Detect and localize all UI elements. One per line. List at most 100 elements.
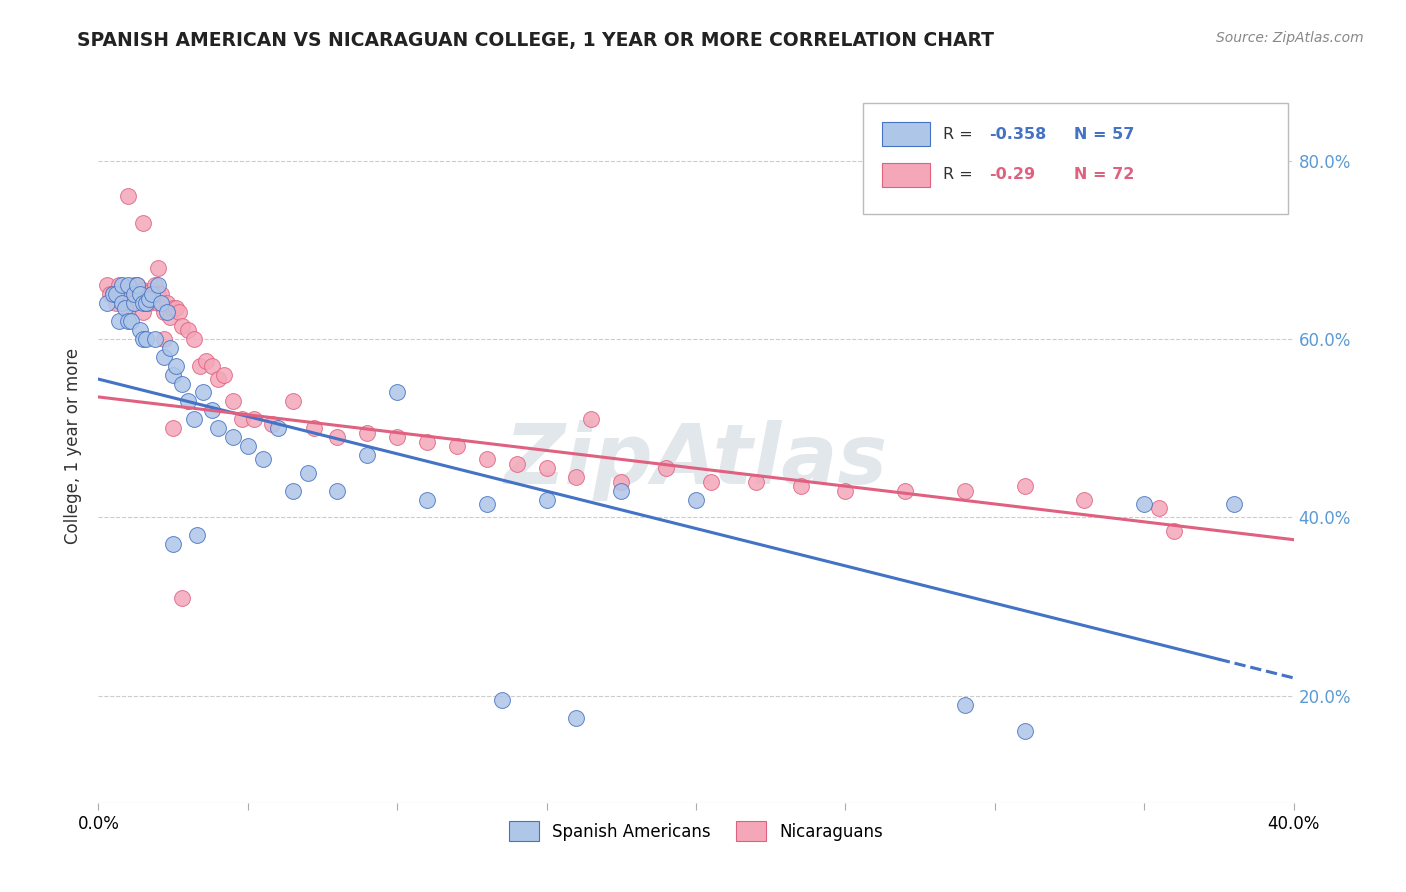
Point [124,296,146,310]
Point [162,537,184,551]
Point [953,698,976,712]
Point [96,278,118,293]
Point [141,283,163,297]
Point [195,354,218,368]
Point [1147,501,1170,516]
Point [132,332,155,346]
FancyBboxPatch shape [883,162,931,187]
Point [148,260,170,275]
Point [243,412,266,426]
Point [281,394,304,409]
Point [132,216,155,230]
Point [132,296,155,310]
Point [114,283,136,297]
Point [108,278,131,293]
Point [207,421,229,435]
Point [153,332,176,346]
Point [446,439,468,453]
Point [183,332,205,346]
Point [117,314,139,328]
Point [610,483,633,498]
Text: R =: R = [943,127,979,142]
Point [191,385,214,400]
Point [132,305,155,319]
Point [165,301,187,315]
Point [150,287,173,301]
Text: -0.358: -0.358 [988,127,1046,142]
Point [789,479,811,493]
Point [1014,479,1036,493]
Point [120,314,142,328]
Point [201,403,224,417]
Point [98,287,122,301]
Point [475,452,498,467]
Point [143,278,166,293]
Point [565,470,588,484]
Point [108,314,131,328]
Point [1163,524,1185,538]
Point [135,332,157,346]
Point [141,287,163,301]
Point [581,412,603,426]
Point [156,305,179,319]
Point [536,492,558,507]
Point [177,394,200,409]
Point [148,296,170,310]
Point [162,301,184,315]
Point [685,492,707,507]
Point [162,368,184,382]
Point [231,412,253,426]
Point [834,483,856,498]
Point [188,359,211,373]
Point [117,189,139,203]
Point [111,278,134,293]
Point [252,452,274,467]
Point [385,430,409,444]
Point [124,278,146,293]
Legend: Spanish Americans, Nicaraguans: Spanish Americans, Nicaraguans [502,814,890,848]
Point [129,323,152,337]
Point [172,318,194,333]
Point [1133,497,1156,511]
Point [207,372,229,386]
Point [143,332,166,346]
FancyBboxPatch shape [883,122,931,146]
Point [141,287,163,301]
Point [153,350,176,364]
Point [150,296,173,310]
Y-axis label: College, 1 year or more: College, 1 year or more [65,348,83,544]
Point [148,287,170,301]
Point [111,287,134,301]
Point [114,301,136,315]
Point [302,421,325,435]
Point [297,466,319,480]
Text: N = 72: N = 72 [1057,168,1135,182]
Point [894,483,917,498]
Point [172,376,194,391]
Point [135,296,157,310]
Point [416,434,439,449]
Point [491,693,513,707]
Point [105,296,128,310]
Point [201,359,224,373]
Point [153,305,176,319]
Point [745,475,768,489]
Point [111,296,134,310]
Point [117,287,139,301]
Point [236,439,259,453]
Point [222,430,245,444]
Point [117,301,139,315]
Text: R =: R = [943,168,979,182]
Point [103,287,125,301]
Point [159,310,181,324]
Point [506,457,529,471]
Point [172,591,194,605]
Text: ZipAtlas: ZipAtlas [505,420,887,500]
Point [96,296,118,310]
Point [156,296,179,310]
Text: Source: ZipAtlas.com: Source: ZipAtlas.com [1216,31,1364,45]
Point [162,421,184,435]
Point [700,475,723,489]
FancyBboxPatch shape [863,103,1288,214]
Point [267,421,290,435]
